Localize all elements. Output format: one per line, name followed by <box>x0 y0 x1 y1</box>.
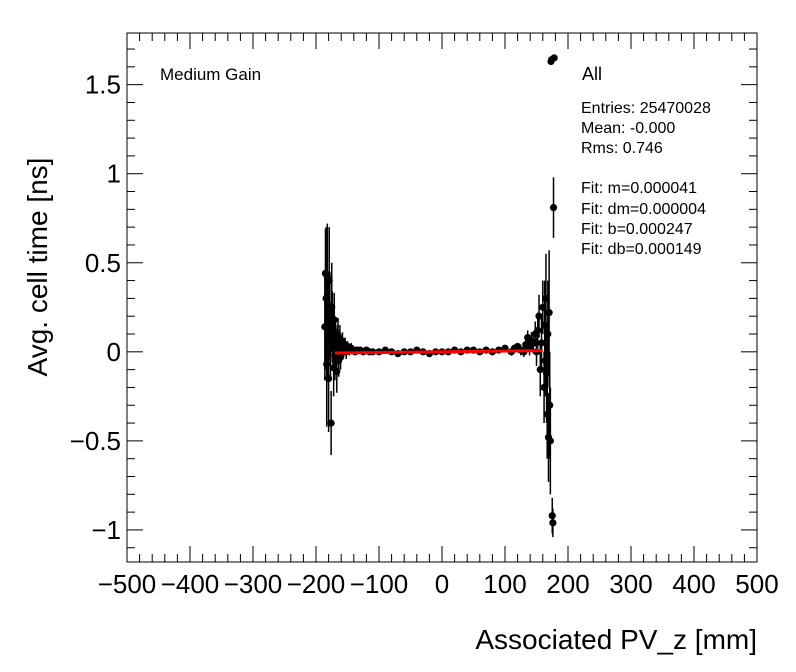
data-point <box>536 366 544 374</box>
x-tick-label: 400 <box>672 569 715 599</box>
fit-dm: Fit: dm=0.000004 <box>581 201 706 218</box>
x-tick-label: 0 <box>435 569 449 599</box>
x-tick-label: −400 <box>161 569 220 599</box>
fit-db: Fit: db=0.000149 <box>581 241 702 258</box>
fit-line <box>334 349 543 355</box>
gain-label: Medium Gain <box>160 65 261 84</box>
data-point <box>327 419 335 427</box>
x-tick-label: 300 <box>609 569 652 599</box>
x-tick-label: −200 <box>287 569 346 599</box>
fit-b: Fit: b=0.000247 <box>581 221 693 238</box>
data-point <box>546 437 554 445</box>
x-tick-label: −300 <box>224 569 283 599</box>
data-point <box>534 326 542 335</box>
x-tick-label: 500 <box>735 569 778 599</box>
x-tick-label: −100 <box>350 569 409 599</box>
stats-entries: Entries: 25470028 <box>581 100 711 117</box>
y-axis-title: Avg. cell time [ns] <box>22 158 53 377</box>
y-tick-label: 0.5 <box>85 248 121 278</box>
data-marks <box>321 54 558 538</box>
data-point <box>549 203 558 212</box>
x-axis-title: Associated PV_z [mm] <box>475 624 757 655</box>
fit-m: Fit: m=0.000041 <box>581 180 697 197</box>
stats-header: All <box>582 64 602 84</box>
tick-labels: −500 −400 −300 −200 −100 0 100 200 300 400 500 −1 −0… <box>70 70 779 599</box>
stats-rms: Rms: 0.746 <box>581 140 663 157</box>
x-tick-label: 100 <box>483 569 526 599</box>
x-tick-label: −500 <box>98 569 157 599</box>
data-point <box>545 309 553 317</box>
y-tick-label: 1 <box>107 159 121 189</box>
stats-mean: Mean: -0.000 <box>581 120 675 137</box>
y-tick-label: 1.5 <box>85 70 121 100</box>
data-point <box>537 339 546 347</box>
data-point <box>549 519 557 527</box>
y-tick-label: −0.5 <box>70 426 121 456</box>
data-point <box>550 54 558 62</box>
y-tick-label: −1 <box>91 515 121 545</box>
data-point <box>330 316 338 324</box>
axis-ticks <box>126 33 758 562</box>
data-point <box>544 330 552 338</box>
x-tick-label: 200 <box>546 569 589 599</box>
y-tick-label: 0 <box>107 337 121 367</box>
